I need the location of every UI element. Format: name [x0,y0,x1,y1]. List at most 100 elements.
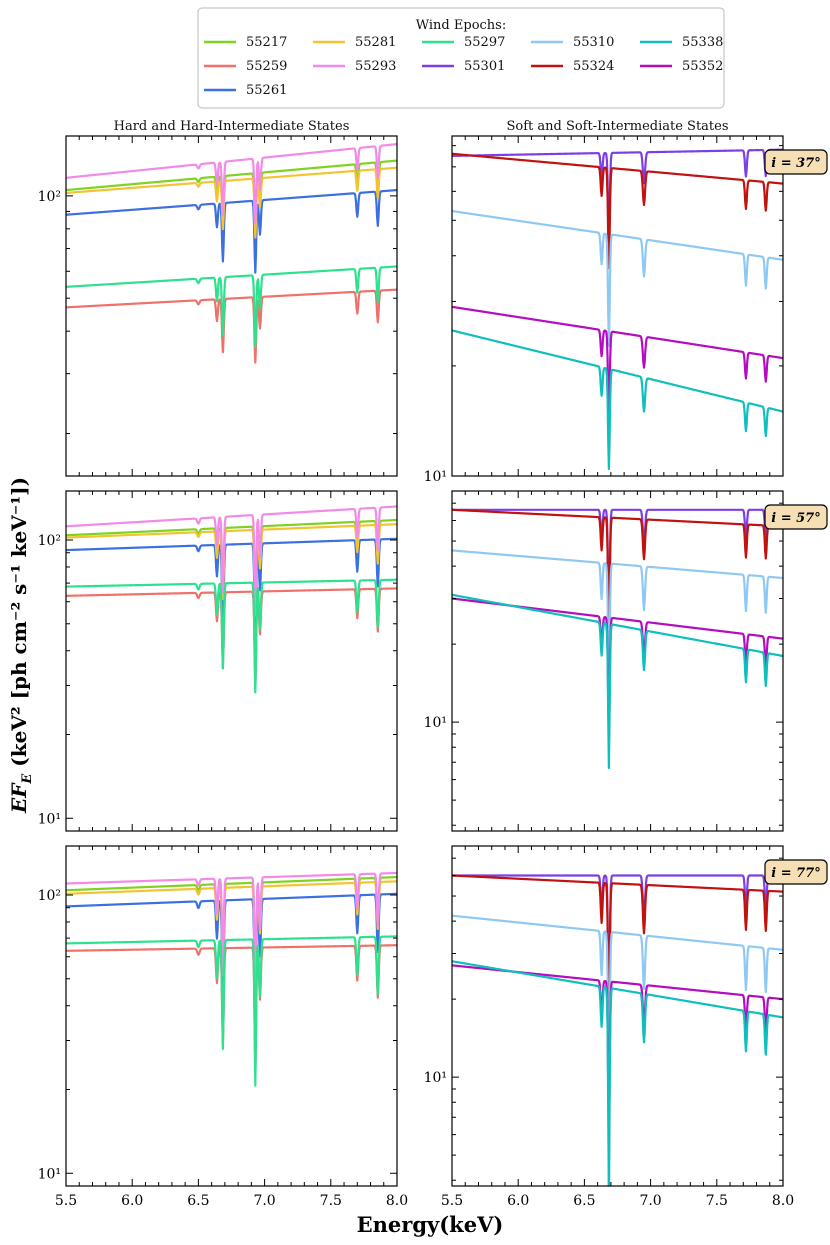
series-group [452,508,783,770]
inclination-label: i = 77° [771,866,820,881]
x-tick-label: 7.0 [639,1193,661,1209]
series-line-55352 [452,597,783,742]
ticks [451,491,784,831]
y-tick-label: 10¹ [424,469,447,485]
inclination-badge-box [764,504,828,530]
series-line-55217 [66,875,397,994]
inclination-badge-box [764,149,828,175]
series-line-55281 [66,880,397,998]
x-tick-label: 6.0 [121,1193,143,1209]
ticks [451,846,784,1186]
series-line-55301 [452,874,783,1049]
panel-r1-c0: 10¹ 10² [38,490,398,832]
x-tick-label: 8.0 [772,1193,794,1209]
panel-r2-c0: 10¹ 10² 5.5 6.0 6.5 7.0 7.5 8.0 [38,845,408,1209]
y-tick-label: 10² [38,888,61,904]
y-tick-label: 10¹ [424,715,447,731]
y-tick-label: 10¹ [424,1070,447,1086]
legend-label: 55281 [355,35,396,50]
series-line-55301 [452,508,783,634]
panel-frame [65,490,398,832]
legend-entry-55310: 55310 [531,35,614,50]
series-group [452,148,783,471]
series-line-55293 [66,505,397,614]
x-tick-label: 7.5 [320,1193,342,1209]
inclination-label: i = 37° [771,156,820,171]
legend-entry-55217: 55217 [204,35,287,50]
column-title: Hard and Hard-Intermediate States [114,119,350,134]
panel-frame [65,135,398,477]
series-line-55310 [452,549,783,736]
inclination-badge: i = 57° [764,504,828,530]
legend-entry-55301: 55301 [422,59,505,74]
y-tick-label: 10¹ [38,811,61,827]
series-line-55352 [452,964,783,1154]
inclination-badge: i = 77° [764,859,828,885]
series-line-55293 [66,871,397,1006]
y-tick-label: 10¹ [38,1166,61,1182]
y-tick-label: 10² [38,533,61,549]
legend-label: 55324 [573,59,614,74]
series-line-55310 [452,914,783,1186]
series-line-55297 [66,935,397,1087]
ticks [65,491,398,832]
series-line-55297 [66,265,397,349]
series-line-55324 [452,874,783,1098]
panel-frame [451,490,784,832]
legend-label: 55310 [573,35,614,50]
series-line-55259 [66,288,397,364]
panel-r0-c1: 10¹ Soft and Soft-Intermediate States i = … [424,119,828,485]
x-tick-label: 7.5 [706,1193,728,1209]
legend-frame [197,7,725,109]
ticks [451,136,784,477]
series-line-55261 [66,188,397,274]
legend-entry-55352: 55352 [640,59,723,74]
panel-r0-c0: 10² Hard and Hard-Intermediate States [38,119,398,477]
series-line-55324 [452,152,783,270]
x-tick-label: 5.5 [441,1193,463,1209]
x-axis-label: Energy(keV) [357,1212,504,1237]
panel-frame [451,135,784,477]
legend: Wind Epochs: 552175525955261552815529355… [197,7,725,109]
series-line-55352 [452,305,783,422]
legend-label: 55338 [682,35,723,50]
legend-entry-55297: 55297 [422,35,505,50]
inclination-badge: i = 37° [764,149,828,175]
series-line-55281 [66,166,397,239]
series-line-55217 [66,518,397,614]
legend-entry-55261: 55261 [204,83,287,98]
legend-entry-55293: 55293 [313,59,396,74]
panels: 10² Hard and Hard-Intermediate States 10¹ S… [38,119,828,1209]
legend-title: Wind Epochs: [416,18,506,33]
series-group [66,142,397,364]
y-axis-label: EFE (keV² [ph cm⁻² s⁻¹ keV⁻¹]) [7,477,35,814]
inclination-badge-box [764,859,828,885]
series-line-55338 [452,593,783,770]
legend-entry-55324: 55324 [531,59,614,74]
series-line-55261 [66,537,397,655]
panel-r1-c1: 10¹ i = 57° [424,490,828,832]
ticks [65,846,398,1187]
x-tick-label: 6.5 [573,1193,595,1209]
legend-entries: 55217 55259 55261 55281 55293 55297 55301 55310… [204,35,723,98]
series-line-55338 [452,960,783,1186]
inclination-label: i = 57° [771,511,820,526]
legend-label: 55352 [682,59,723,74]
legend-label: 55297 [464,35,505,50]
legend-label: 55293 [355,59,396,74]
series-line-55281 [66,523,397,617]
series-line-55324 [452,508,783,663]
x-tick-label: 7.0 [253,1193,275,1209]
y-tick-label: 10² [38,189,61,205]
x-tick-label: 6.0 [507,1193,529,1209]
series-line-55261 [66,892,397,1047]
series-group [452,874,783,1186]
x-tick-label: 8.0 [386,1193,408,1209]
series-line-55301 [452,148,783,244]
legend-label: 55301 [464,59,505,74]
panel-r2-c1: 10¹ 5.5 6.0 6.5 7.0 7.5 8.0 i = 77° [424,845,828,1209]
series-group [66,505,397,694]
series-line-55310 [452,209,783,347]
ticks [65,136,398,476]
